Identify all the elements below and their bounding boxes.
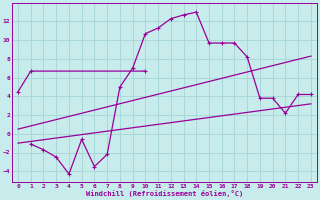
X-axis label: Windchill (Refroidissement éolien,°C): Windchill (Refroidissement éolien,°C) xyxy=(86,190,243,197)
